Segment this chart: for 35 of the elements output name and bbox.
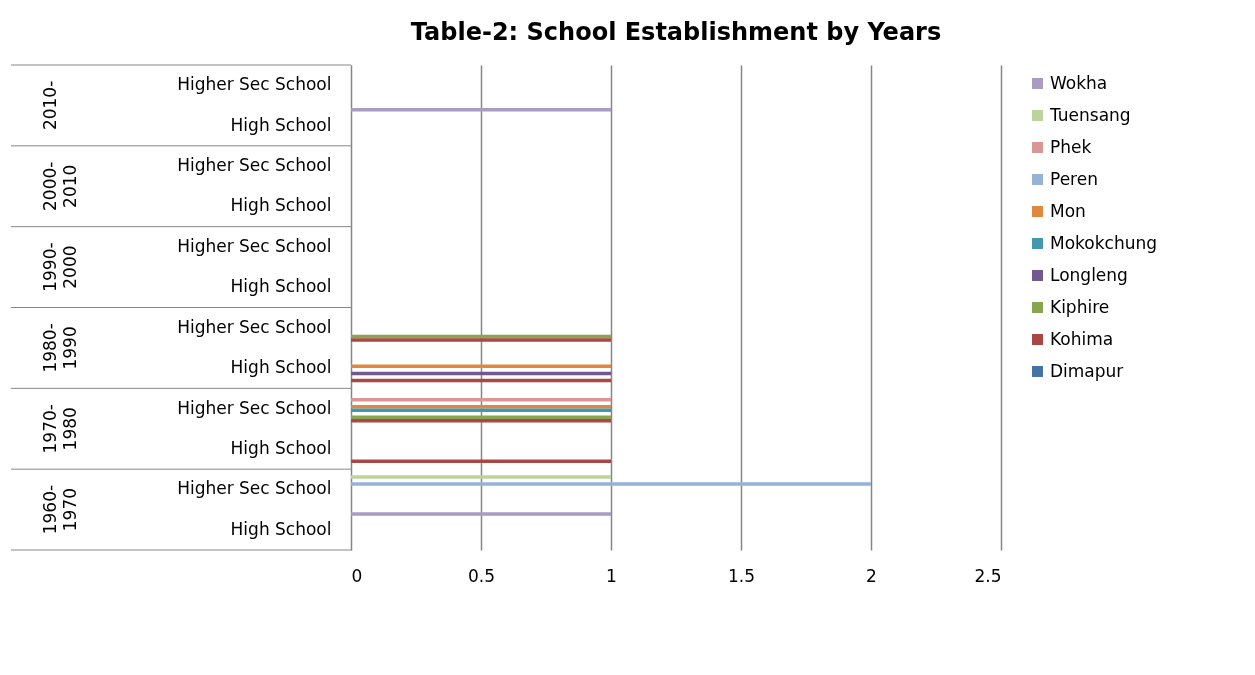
text: 2010- [40,80,60,131]
y-tick-label: Higher Sec School [177,155,332,176]
y-tick-label: Higher Sec School [177,478,332,499]
x-tick-label: 0 [351,565,363,586]
legend-label: Wokha [1050,72,1108,93]
y-tick-label: Higher Sec School [177,316,332,337]
x-tick-label: 1 [606,565,617,586]
y-tick-label: High School [230,276,332,297]
chart-title: Table-2: School Establishment by Years [410,17,942,46]
x-tick-label: 1.5 [727,565,756,586]
text: 1960-1970 [40,484,80,535]
y-tick-label: High School [230,195,332,216]
x-tick-label: 2 [866,565,877,586]
x-tick-label: 0.5 [467,565,496,586]
y-tick-label: Higher Sec School [177,74,332,95]
legend-label: Dimapur [1050,360,1124,381]
legend-label: Phek [1050,136,1092,157]
legend-label: Longleng [1050,264,1128,285]
legend-label: Kiphire [1050,296,1110,317]
y-tick-label: High School [230,114,332,135]
legend-label: Mon [1050,200,1086,221]
text: 1990-2000 [40,242,80,292]
text: 1980-1990 [40,323,80,373]
y-tick-label: High School [230,357,332,378]
legend-label: Mokokchung [1050,232,1158,253]
legend-label: Tuensang [1049,104,1131,125]
text: 2000-2010 [40,161,80,211]
y-tick-label: High School [230,518,332,539]
legend-label: Kohima [1050,328,1114,349]
legend-label: Peren [1050,168,1098,189]
y-tick-label: Higher Sec School [177,397,332,418]
x-tick-label: 2.5 [974,565,1002,586]
text: 1970-1980 [40,404,80,454]
y-tick-label: Higher Sec School [177,235,332,256]
y-tick-label: High School [230,437,332,458]
